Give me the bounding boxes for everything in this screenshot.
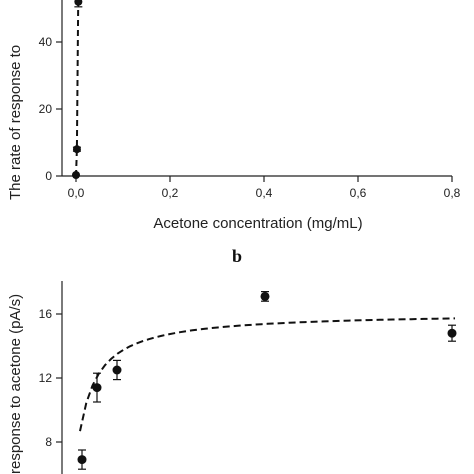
panel-a-x-tick-label: 0,8 <box>444 186 461 200</box>
panel-b: 8 12 16 response to acetone (pA/s) <box>7 281 457 474</box>
panel-a: 0 20 40 0,0 0,2 0,4 0,6 0,8 The rate of respon… <box>7 0 461 232</box>
panel-a-fit-curve <box>75 0 80 177</box>
panel-b-data-point <box>447 328 457 338</box>
panel-b-y-tick-label: 16 <box>39 307 53 321</box>
panel-b-data-point <box>260 291 270 301</box>
panel-b-data-point <box>77 455 87 465</box>
panel-b-y-label: response to acetone (pA/s) <box>7 294 24 474</box>
panel-a-y-tick-label: 0 <box>45 169 52 183</box>
panel-b-data-point <box>112 365 122 375</box>
panel-b-data-point <box>92 383 102 393</box>
panel-b-label: b <box>232 246 242 266</box>
panel-a-data-point <box>74 0 83 6</box>
panel-a-data-point <box>72 170 80 179</box>
panel-b-y-tick-label: 12 <box>39 371 53 385</box>
panel-a-x-tick-label: 0,0 <box>68 186 85 200</box>
panel-a-x-label: Acetone concentration (mg/mL) <box>153 215 362 232</box>
panel-a-y-tick-label: 20 <box>39 102 53 116</box>
panel-b-y-tick-label: 8 <box>45 435 52 449</box>
panel-a-y-label: The rate of response to <box>7 45 24 200</box>
panel-a-x-tick-label: 0,2 <box>162 186 179 200</box>
panel-b-fit-curve <box>79 317 456 432</box>
panel-a-y-tick-label: 40 <box>39 35 53 49</box>
panel-a-x-tick-label: 0,6 <box>350 186 367 200</box>
panel-a-data-point <box>72 145 81 154</box>
panel-a-x-tick-label: 0,4 <box>256 186 273 200</box>
